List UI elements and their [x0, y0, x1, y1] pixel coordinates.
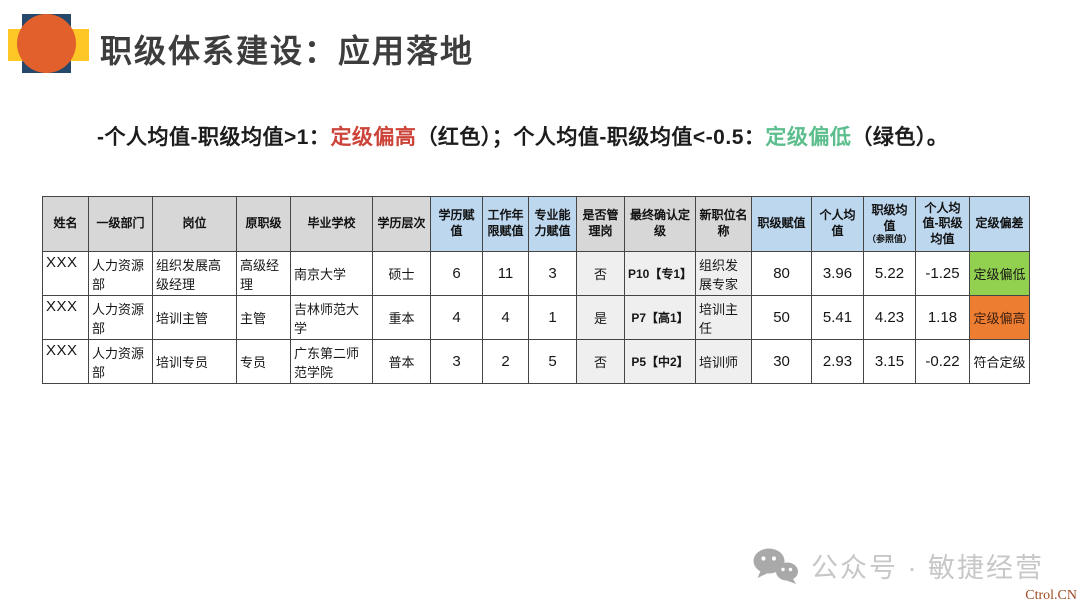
- col-header-13: 个人均值: [811, 196, 865, 252]
- table-cell: 南京大学: [290, 251, 373, 296]
- col-header-7: 工作年限赋值: [482, 196, 529, 252]
- table-cell: 广东第二师范学院: [290, 339, 373, 384]
- col-header-4: 毕业学校: [290, 196, 373, 252]
- table-cell: 6: [430, 251, 483, 296]
- table-cell: 1.18: [915, 295, 971, 340]
- table-cell: 50: [751, 295, 813, 340]
- table-row: XXX 人力资源部 组织发展高级经理 高级经理 南京大学 硕士 6 11 3 否 P10【专1】 组织…: [42, 251, 1031, 296]
- grading-rule-note: -个人均值-职级均值>1：定级偏高（红色）；个人均值-职级均值<-0.5：定级偏…: [97, 121, 977, 151]
- table-cell: 否: [576, 339, 625, 384]
- table-cell: -1.25: [915, 251, 971, 296]
- table-cell: 5.41: [811, 295, 865, 340]
- table-cell: 4.23: [863, 295, 917, 340]
- col-header-3: 原职级: [236, 196, 291, 252]
- table-cell: P7【高1】: [623, 295, 697, 340]
- table-cell: 符合定级: [969, 339, 1031, 384]
- col-header-16: 定级偏差: [969, 196, 1031, 252]
- table-cell: 培训师: [695, 339, 753, 384]
- table-cell: 4: [482, 295, 529, 340]
- table-cell: XXX: [42, 295, 89, 340]
- wechat-label: 公众号 · 敏捷经营: [811, 553, 1044, 583]
- col-header-11: 新职位名称: [695, 196, 753, 252]
- col-header-10: 最终确认定级: [623, 196, 697, 252]
- table-cell: 人力资源部: [88, 295, 153, 340]
- wechat-icon: [753, 548, 798, 584]
- table-cell: 主管: [236, 295, 291, 340]
- table-row: XXX 人力资源部 培训专员 专员 广东第二师范学院 普本 3 2 5 否 P5【中2】 培训师 30 2…: [42, 339, 1031, 384]
- table-cell: 硕士: [372, 251, 431, 296]
- table-cell: 1: [528, 295, 577, 340]
- page-title: 职级体系建设：应用落地: [100, 33, 475, 69]
- table-cell: XXX: [42, 339, 89, 384]
- table-cell: 普本: [372, 339, 431, 384]
- subtitle-segment: -个人均值-职级均值>1：: [97, 126, 331, 149]
- table-cell: 3: [430, 339, 483, 384]
- table-cell: 定级偏低: [969, 251, 1031, 296]
- col-header-9: 是否管理岗: [576, 196, 625, 252]
- table-cell: 3.96: [811, 251, 865, 296]
- table-cell: 11: [482, 251, 529, 296]
- col-header-5: 学历层次: [372, 196, 431, 252]
- subtitle-segment: 定级偏高: [330, 126, 417, 149]
- subtitle-segment: （绿色）。: [851, 126, 949, 149]
- col-header-0: 姓名: [42, 196, 89, 252]
- subtitle-segment: （红色）；个人均值-职级均值<-0.5：: [416, 126, 766, 149]
- table-cell: 培训专员: [152, 339, 237, 384]
- table-cell: 3: [528, 251, 577, 296]
- col-header-8: 专业能力赋值: [528, 196, 577, 252]
- table-cell: XXX: [42, 251, 89, 296]
- table-cell: 是: [576, 295, 625, 340]
- table-cell: -0.22: [915, 339, 971, 384]
- table-cell: 3.15: [863, 339, 917, 384]
- table-cell: 组织发展高级经理: [152, 251, 237, 296]
- table-cell: 组织发展专家: [695, 251, 753, 296]
- col-header-15: 个人均值-职级均值: [915, 196, 971, 252]
- table-cell: 80: [751, 251, 813, 296]
- job-level-table: 姓名 一级部门 岗位 原职级 毕业学校 学历层次 学历赋值 工作年限赋值 专业能力赋值 是否管理岗…: [42, 196, 1031, 384]
- col-header-6: 学历赋值: [430, 196, 483, 252]
- table-cell: 培训主管: [152, 295, 237, 340]
- wechat-watermark: 公众号 · 敏捷经营: [752, 546, 1044, 585]
- table-cell: 专员: [236, 339, 291, 384]
- table-cell: 2.93: [811, 339, 865, 384]
- table-cell: 重本: [372, 295, 431, 340]
- logo-circle-shape: [17, 14, 76, 73]
- table-cell: 4: [430, 295, 483, 340]
- col-header-12: 职级赋值: [751, 196, 813, 252]
- table-cell: 人力资源部: [88, 251, 153, 296]
- table-cell: 5.22: [863, 251, 917, 296]
- col-header-14: 职级均值 （参照值）: [863, 196, 917, 252]
- table-cell: 定级偏高: [969, 295, 1031, 340]
- table-cell: P5【中2】: [623, 339, 697, 384]
- subtitle-segment: 定级偏低: [765, 126, 852, 149]
- table-cell: 2: [482, 339, 529, 384]
- table-cell: 否: [576, 251, 625, 296]
- table-cell: 高级经理: [236, 251, 291, 296]
- col-header-2: 岗位: [152, 196, 237, 252]
- table-cell: 5: [528, 339, 577, 384]
- col-header-1: 一级部门: [88, 196, 153, 252]
- table-cell: P10【专1】: [623, 251, 697, 296]
- table-cell: 吉林师范大学: [290, 295, 373, 340]
- company-logo: [8, 13, 90, 75]
- table-row: XXX 人力资源部 培训主管 主管 吉林师范大学 重本 4 4 1 是 P7【高1】 培训主任 50 5.…: [42, 295, 1031, 340]
- site-brand: Ctrol.CN: [1025, 588, 1077, 603]
- table-cell: 培训主任: [695, 295, 753, 340]
- table-cell: 人力资源部: [88, 339, 153, 384]
- table-header-row: 姓名 一级部门 岗位 原职级 毕业学校 学历层次 学历赋值 工作年限赋值 专业能力赋值 是否管理岗…: [42, 196, 1031, 252]
- table-cell: 30: [751, 339, 813, 384]
